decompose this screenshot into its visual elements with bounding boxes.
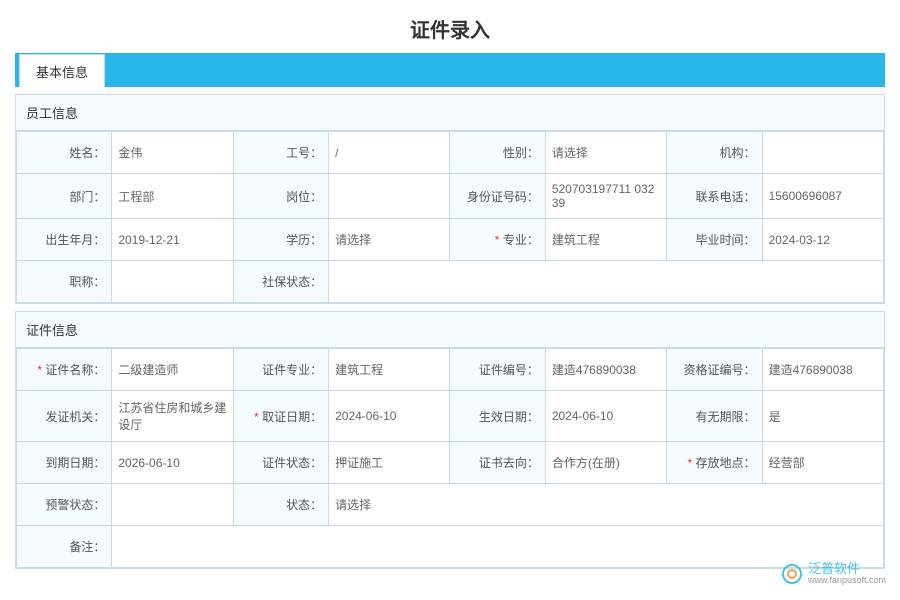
field-label: 有无期限： [667,391,762,442]
field-label: 预警状态： [17,484,112,526]
watermark-brand: 泛普软件 [808,562,886,576]
field-label: 机构： [667,132,762,174]
field-label: 出生年月： [17,219,112,261]
logo-icon [782,564,802,584]
field-value[interactable] [112,526,884,568]
field-label: * 存放地点： [667,442,762,484]
field-label: 社保状态： [233,261,328,303]
field-value[interactable]: / [329,132,450,174]
field-value[interactable]: 请选择 [545,132,666,174]
field-value[interactable] [112,484,233,526]
field-label: 发证机关： [17,391,112,442]
field-value[interactable] [329,174,450,219]
field-value[interactable]: 2024-03-12 [762,219,883,261]
watermark-url: www.fanpusoft.com [808,576,886,586]
field-label: 证书去向： [450,442,545,484]
field-value[interactable]: 请选择 [329,219,450,261]
field-label: 毕业时间： [667,219,762,261]
field-value[interactable] [762,132,883,174]
page-title: 证件录入 [0,0,900,53]
field-label: 证件编号： [450,349,545,391]
required-mark: * [254,410,262,424]
certificate-section: 证件信息 * 证件名称： 二级建造师 证件专业： 建筑工程 证件编号： 建造47… [15,311,885,569]
field-label: 性别： [450,132,545,174]
field-label: 姓名： [17,132,112,174]
field-label: 身份证号码： [450,174,545,219]
field-value[interactable]: 建筑工程 [329,349,450,391]
field-value[interactable]: 2024-06-10 [545,391,666,442]
field-label: 工号： [233,132,328,174]
field-label: 职称： [17,261,112,303]
field-value[interactable]: 经营部 [762,442,883,484]
field-value[interactable]: 二级建造师 [112,349,233,391]
field-value[interactable] [329,261,884,303]
tab-bar: 基本信息 [15,53,885,87]
field-label: 状态： [233,484,328,526]
field-label: 联系电话： [667,174,762,219]
field-value[interactable]: 合作方(在册) [545,442,666,484]
certificate-section-header: 证件信息 [16,312,884,348]
field-label: 岗位： [233,174,328,219]
field-value[interactable]: 2026-06-10 [112,442,233,484]
field-value[interactable]: 2019-12-21 [112,219,233,261]
field-label: * 证件名称： [17,349,112,391]
field-value[interactable]: 押证施工 [329,442,450,484]
field-value[interactable]: 建造476890038 [762,349,883,391]
field-value[interactable]: 520703197711 03239 [545,174,666,219]
required-mark: * [495,233,503,247]
field-label: 资格证编号： [667,349,762,391]
field-label: 备注： [17,526,112,568]
field-value[interactable]: 建筑工程 [545,219,666,261]
field-value[interactable]: 15600696087 [762,174,883,219]
field-label: * 专业： [450,219,545,261]
field-label: 生效日期： [450,391,545,442]
field-label: 学历： [233,219,328,261]
field-value[interactable]: 是 [762,391,883,442]
employee-section-header: 员工信息 [16,95,884,131]
field-value[interactable]: 建造476890038 [545,349,666,391]
certificate-table: * 证件名称： 二级建造师 证件专业： 建筑工程 证件编号： 建造4768900… [16,348,884,568]
field-value[interactable]: 江苏省住房和城乡建设厅 [112,391,233,442]
field-label: * 取证日期： [233,391,328,442]
watermark: 泛普软件 www.fanpusoft.com [782,562,886,586]
field-label: 证件状态： [233,442,328,484]
field-value[interactable]: 请选择 [329,484,884,526]
employee-section: 员工信息 姓名： 金伟 工号： / 性别： 请选择 机构： 部门： 工程部 岗位… [15,94,885,304]
field-value[interactable] [112,261,233,303]
field-value[interactable]: 2024-06-10 [329,391,450,442]
tab-basic-info[interactable]: 基本信息 [19,54,105,88]
employee-table: 姓名： 金伟 工号： / 性别： 请选择 机构： 部门： 工程部 岗位： 身份证… [16,131,884,303]
field-label: 证件专业： [233,349,328,391]
required-mark: * [688,456,696,470]
field-value[interactable]: 金伟 [112,132,233,174]
field-label: 部门： [17,174,112,219]
field-value[interactable]: 工程部 [112,174,233,219]
field-label: 到期日期： [17,442,112,484]
